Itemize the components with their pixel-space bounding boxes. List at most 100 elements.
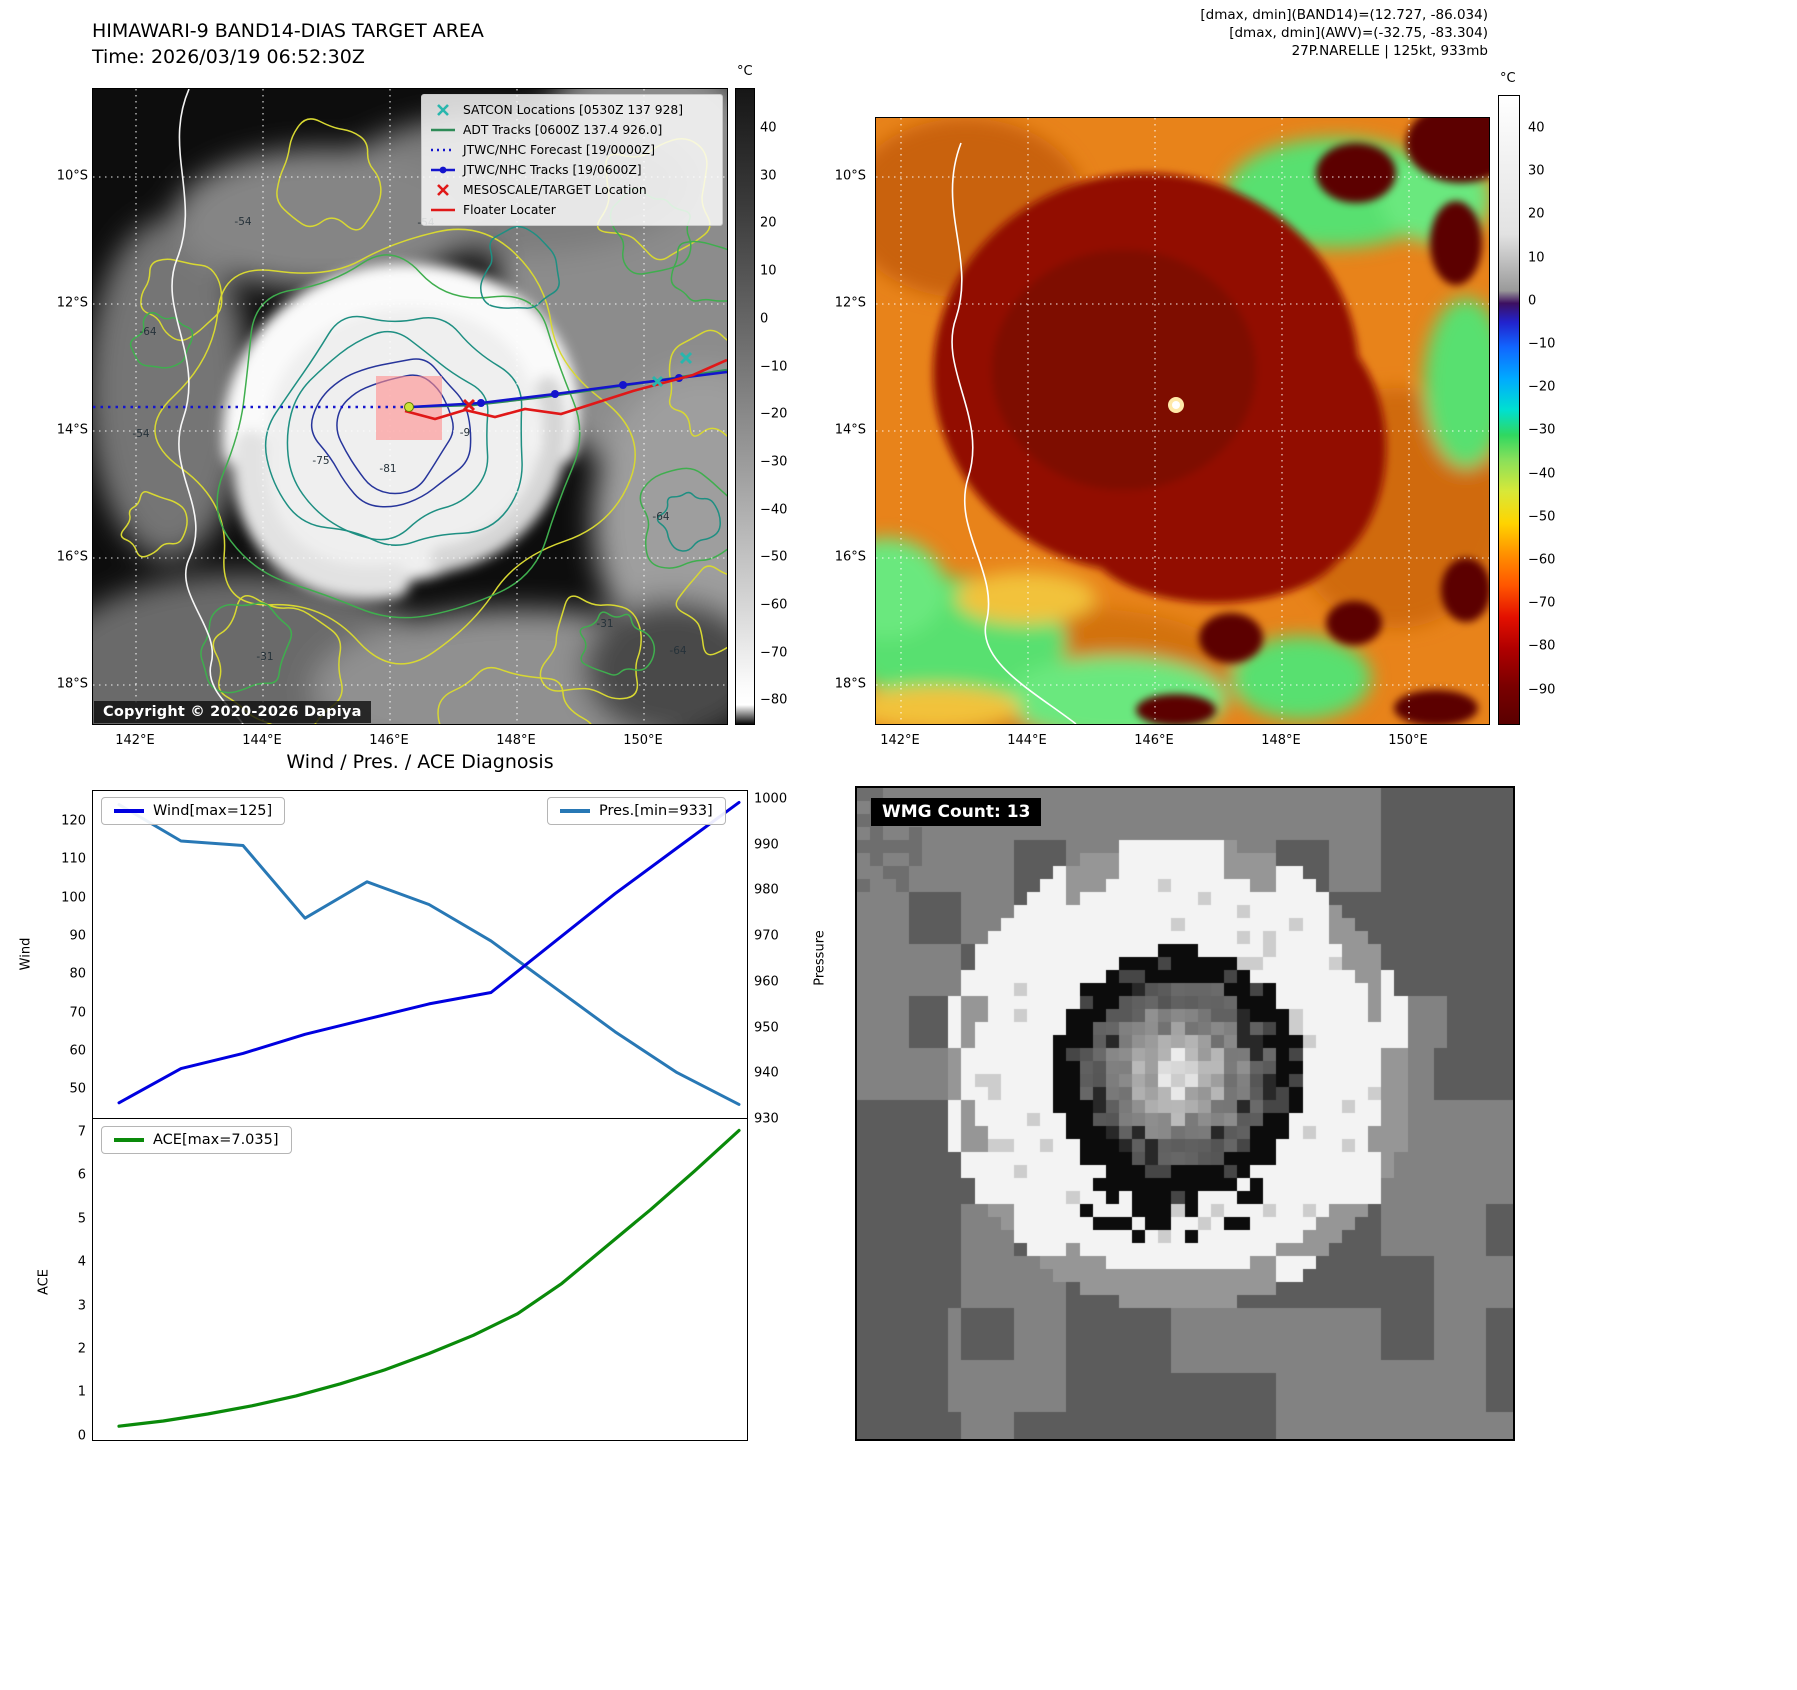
colorbar-tick: −80: [760, 692, 788, 708]
wmg-panel: [855, 786, 1515, 1441]
storm-id-intensity: 27P.NARELLE | 125kt, 933mb: [1291, 43, 1488, 59]
legend-label: ADT Tracks [0600Z 137.4 926.0]: [463, 123, 663, 137]
latitude-tick: 18°S: [834, 676, 866, 692]
colorbar-tick: −40: [1528, 466, 1556, 482]
pressure-axis-tick: 930: [754, 1111, 779, 1127]
eye-dot: [1172, 401, 1180, 409]
colorbar-tick: −50: [760, 549, 788, 565]
diagnosis-title: Wind / Pres. / ACE Diagnosis: [286, 751, 554, 773]
colorbar-tick: 40: [1528, 120, 1545, 136]
contour-line: [336, 374, 454, 495]
contour-line: [639, 467, 727, 569]
ace-axis-tick: 6: [77, 1167, 86, 1183]
latitude-tick: 16°S: [56, 549, 88, 565]
longitude-tick: 146°E: [1134, 733, 1174, 748]
floater-locater-line: [404, 358, 727, 421]
longitude-tick: 144°E: [242, 733, 282, 748]
coastline-path: [951, 142, 1077, 724]
wind-axis-tick: 70: [69, 1005, 86, 1020]
wind-axis-tick: 80: [69, 966, 86, 982]
pressure-axis-tick: 990: [754, 837, 779, 853]
pressure-axis-label: Pressure: [812, 930, 828, 986]
contour-line: [276, 118, 382, 231]
colorbar-tick: 10: [1528, 250, 1545, 266]
wind-legend-label: Wind[max=125]: [153, 803, 273, 819]
ace-axis-tick: 4: [77, 1254, 86, 1270]
line-dot-marker-icon: [431, 166, 455, 174]
legend-item: MESOSCALE/TARGET Location: [430, 181, 714, 199]
colorbar-tick: −10: [1528, 336, 1556, 352]
colorbar-tick: −80: [1528, 638, 1556, 654]
pressure-axis-tick: 940: [754, 1065, 779, 1081]
wind-axis-label: Wind: [18, 937, 34, 971]
awv-colorbar: [1498, 95, 1520, 725]
contour-line: [656, 491, 721, 552]
awv-header: [dmax, dmin](BAND14)=(12.727, -86.034) […: [1092, 6, 1488, 60]
band14-map: -54-54-64-54-75-81-9-64-31-31-64 SATCON …: [92, 88, 728, 725]
colorbar-tick: −40: [760, 502, 788, 518]
colorbar-tick: 0: [1528, 293, 1537, 309]
awv-y-axis: 10°S 12°S 14°S 16°S 18°S: [818, 0, 866, 725]
colorbar-tick: 30: [760, 168, 777, 184]
wind-axis-tick: 50: [69, 1081, 86, 1097]
ace-legend: ACE[max=7.035]: [101, 1126, 292, 1154]
ace-axis-tick: 2: [77, 1341, 86, 1357]
colorbar-tick: −30: [760, 454, 788, 470]
longitude-tick: 144°E: [1007, 733, 1047, 748]
wind-axis-tick: 60: [69, 1043, 86, 1059]
awv-map: [875, 117, 1490, 725]
legend-label: JTWC/NHC Tracks [19/0600Z]: [463, 163, 642, 177]
contour-line: [668, 329, 727, 437]
band14-colorbar: [735, 88, 755, 725]
contour-line: [120, 491, 188, 558]
longitude-tick: 142°E: [115, 733, 155, 748]
contour-line: [670, 240, 727, 302]
contour-line: [310, 358, 472, 508]
colorbar-tick: −20: [760, 406, 788, 422]
x-marker-icon: [437, 184, 449, 196]
pressure-axis-tick: 980: [754, 882, 779, 898]
contour-line: [140, 258, 223, 342]
colorbar-tick: −30: [1528, 422, 1556, 438]
coastline-path: [171, 89, 244, 724]
contour-line: [579, 611, 656, 676]
colorbar-tick: −70: [760, 645, 788, 661]
series-line: [117, 803, 741, 1106]
legend-label: Floater Locater: [463, 203, 556, 217]
latitude-tick: 12°S: [834, 295, 866, 311]
colorbar-tick: −60: [1528, 552, 1556, 568]
wind-line-swatch: [114, 809, 144, 813]
longitude-tick: 146°E: [369, 733, 409, 748]
line-marker-icon: [431, 128, 455, 132]
colorbar-tick: 30: [1528, 163, 1545, 179]
pres-legend: Pres.[min=933]: [547, 797, 726, 825]
contour-line: [675, 565, 727, 656]
ace-axis-tick: 3: [77, 1298, 86, 1314]
longitude-tick: 142°E: [880, 733, 920, 748]
band14-y-axis: 10°S 12°S 14°S 16°S 18°S: [42, 0, 88, 725]
legend-label: JTWC/NHC Forecast [19/0000Z]: [463, 143, 656, 157]
ace-legend-label: ACE[max=7.035]: [153, 1132, 279, 1148]
wind-axis-tick: 100: [61, 890, 86, 906]
wmg-pixel-image: [857, 788, 1513, 1439]
wind-pres-plot-area: [117, 800, 741, 1106]
legend-item: ADT Tracks [0600Z 137.4 926.0]: [430, 121, 714, 139]
series-line: [117, 800, 741, 1105]
ace-axis-tick: 0: [77, 1428, 86, 1444]
latitude-tick: 14°S: [56, 422, 88, 438]
pres-legend-label: Pres.[min=933]: [599, 803, 713, 819]
longitude-tick: 148°E: [1261, 733, 1301, 748]
x-marker-icon: [437, 104, 449, 116]
contour-line: [437, 666, 592, 724]
legend-item: JTWC/NHC Tracks [19/0600Z]: [430, 161, 714, 179]
legend-item: Floater Locater: [430, 201, 714, 219]
copyright-banner: Copyright © 2020-2026 Dapiya: [94, 701, 371, 723]
latitude-tick: 14°S: [834, 422, 866, 438]
legend-label: MESOSCALE/TARGET Location: [463, 183, 647, 197]
colorbar-tick: −20: [1528, 379, 1556, 395]
pressure-axis-tick: 960: [754, 974, 779, 990]
mesoscale-x-marker: [462, 398, 476, 412]
storm-center-dot: [404, 402, 414, 412]
contour-line: [480, 225, 560, 309]
legend-item: SATCON Locations [0530Z 137 928]: [430, 101, 714, 119]
